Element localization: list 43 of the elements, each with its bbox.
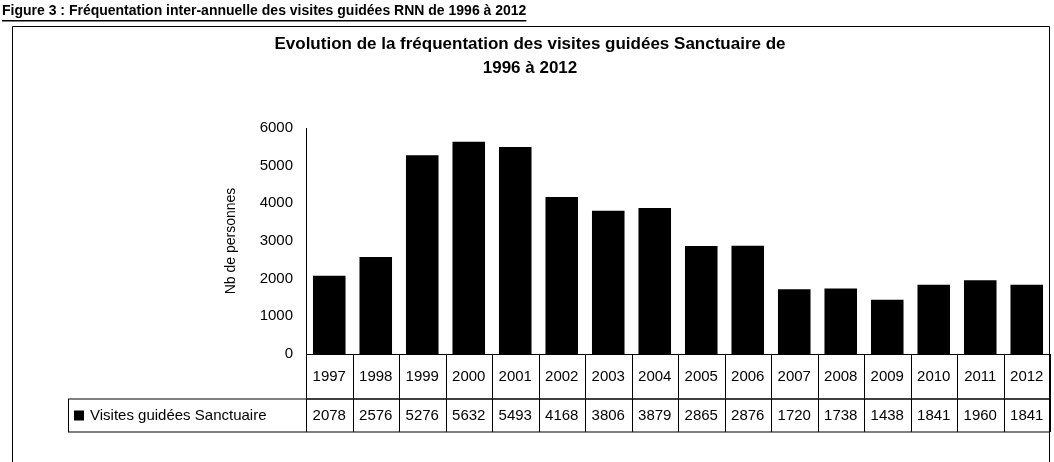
y-axis-title: Nb de personnes bbox=[221, 187, 238, 295]
x-tick-label: 2003 bbox=[591, 366, 625, 384]
chart-title: Evolution de la fréquentation des visites guidées Sanctuaire de 1996 à 2012 bbox=[274, 34, 786, 78]
data-label: 1841 bbox=[1010, 405, 1044, 423]
x-tick-label: 2006 bbox=[731, 366, 765, 384]
x-tick-label: 1997 bbox=[312, 366, 346, 384]
x-tick-label: 2010 bbox=[917, 366, 951, 384]
data-label: 1720 bbox=[777, 405, 811, 423]
y-tick-label: 3000 bbox=[259, 231, 293, 249]
x-tick-label: 2000 bbox=[452, 366, 486, 384]
x-tick-label: 2002 bbox=[545, 366, 579, 384]
data-label: 5276 bbox=[405, 405, 439, 423]
x-tick-label: 1998 bbox=[359, 366, 393, 384]
legend-label: Visites guidées Sanctuaire bbox=[90, 405, 267, 423]
x-tick-label: 2009 bbox=[870, 366, 904, 384]
data-label: 1841 bbox=[917, 405, 951, 423]
data-label: 5493 bbox=[498, 405, 532, 423]
data-label: 2576 bbox=[359, 405, 393, 423]
y-tick-label: 2000 bbox=[259, 268, 293, 286]
data-label: 2876 bbox=[731, 405, 765, 423]
data-label: 1960 bbox=[963, 405, 997, 423]
y-tick-label: 6000 bbox=[259, 118, 293, 136]
data-label: 2865 bbox=[684, 405, 718, 423]
data-label: 3806 bbox=[591, 405, 625, 423]
x-tick-label: 2005 bbox=[684, 366, 718, 384]
x-tick-label: 2001 bbox=[498, 366, 532, 384]
data-label: 1438 bbox=[870, 405, 904, 423]
x-tick-label: 2012 bbox=[1010, 366, 1044, 384]
y-tick-label: 1000 bbox=[259, 306, 293, 324]
x-tick-label: 1999 bbox=[405, 366, 439, 384]
data-label: 2078 bbox=[312, 405, 346, 423]
x-tick-label: 2008 bbox=[824, 366, 858, 384]
x-tick-label: 2007 bbox=[777, 366, 811, 384]
data-label: 3879 bbox=[638, 405, 672, 423]
y-tick-label: 5000 bbox=[259, 155, 293, 173]
x-tick-label: 2004 bbox=[638, 366, 672, 384]
caption: Figure 3 : Fréquentation inter-annuelle des visites guidées RNN de 1996 à 2012 bbox=[2, 1, 527, 18]
data-label: 1738 bbox=[824, 405, 858, 423]
y-tick-label: 4000 bbox=[259, 193, 293, 211]
data-label: 4168 bbox=[545, 405, 579, 423]
x-tick-label: 2011 bbox=[964, 366, 997, 384]
y-tick-label: 0 bbox=[284, 344, 293, 362]
data-label: 5632 bbox=[452, 405, 486, 423]
